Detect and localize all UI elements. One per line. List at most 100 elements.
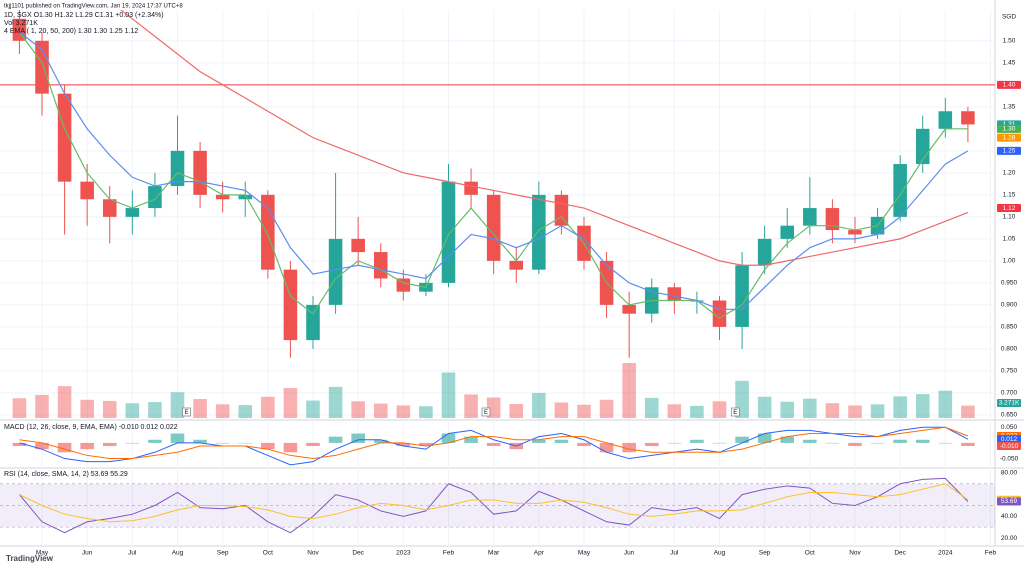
rsi-tick-label: 40.00 (1001, 513, 1018, 520)
macd-histogram-bar (261, 442, 275, 450)
macd-histogram-bar (486, 442, 501, 447)
candle-body (80, 181, 94, 200)
x-tick-label: Aug (172, 550, 184, 557)
macd-histogram-bar (554, 439, 569, 443)
macd-histogram-bar (193, 439, 207, 443)
volume-bar (599, 399, 614, 418)
volume-line: Vol 3.271K (4, 20, 38, 27)
candle-body (148, 186, 162, 209)
x-tick-label: Aug (714, 550, 726, 557)
y-tick-label: 0.750 (1001, 368, 1018, 375)
price-label-box (997, 204, 1021, 213)
candle-body (102, 199, 117, 217)
volume-bar (373, 403, 388, 418)
macd-histogram-bar (915, 439, 930, 443)
x-tick-label: 2023 (396, 550, 411, 557)
x-tick-label: Apr (534, 550, 545, 557)
x-tick-label: Dec (894, 550, 906, 557)
volume-bar (577, 404, 591, 418)
macd-histogram-bar (238, 442, 253, 444)
event-label: E (185, 410, 189, 416)
x-tick-label: Feb (985, 550, 997, 557)
series-line (19, 31, 969, 310)
rsi-tick-label: 20.00 (1001, 535, 1018, 542)
macd-histogram-bar (35, 442, 49, 450)
volume-bar (170, 392, 185, 418)
volume-bar (12, 398, 27, 418)
macd-histogram-bar (148, 439, 162, 443)
volume-bar (509, 403, 524, 418)
rsi-pane (0, 477, 995, 534)
candle-body (532, 194, 546, 270)
candle-body (215, 194, 230, 200)
price-label: 1.31 (1003, 121, 1016, 128)
volume-bar (644, 397, 659, 418)
x-tick-label: Jul (128, 550, 137, 557)
macd-histogram-bar (870, 442, 885, 444)
candle-body (396, 278, 411, 292)
x-tick-label: Nov (849, 550, 861, 557)
price-label-box (997, 146, 1021, 155)
macd-histogram-bar (735, 436, 749, 443)
level-label: 1.40 (1003, 82, 1016, 89)
candle-body (328, 238, 343, 305)
volume-bar (803, 398, 817, 418)
y-tick-label: 0.950 (1001, 280, 1018, 287)
volume-bar (712, 401, 727, 418)
candle-body (712, 300, 727, 327)
macd-histogram-bar (577, 442, 591, 447)
macd-histogram-bar (599, 442, 614, 453)
candle-body (961, 111, 975, 125)
volume-bar (193, 399, 207, 418)
x-tick-label: 2024 (938, 550, 953, 557)
candle-body (373, 252, 388, 279)
candle-body (622, 304, 636, 314)
event-label: E (484, 410, 488, 416)
rsi-title: RSI (14, close, SMA, 14, 2) 53.69 55.29 (4, 471, 128, 478)
candle-body (125, 208, 140, 217)
series-line (19, 483, 969, 523)
volume (12, 363, 975, 418)
y-tick-label: 0.700 (1001, 390, 1018, 397)
volume-bar (464, 394, 478, 418)
volume-bar (554, 402, 569, 418)
volume-bar (848, 405, 862, 418)
x-tick-label: Sep (759, 550, 771, 557)
macd-histogram-bar (102, 442, 117, 447)
candle-body (486, 194, 501, 261)
event-marker (730, 407, 740, 417)
volume-bar (215, 404, 230, 418)
price-label-box (997, 124, 1021, 133)
candle-body (938, 111, 953, 129)
price-label: 1.12 (1003, 205, 1016, 212)
macd-tick-label: -0.050 (1000, 455, 1019, 462)
macd-pane (12, 426, 975, 466)
rsi-band (0, 483, 995, 528)
candle-body (283, 269, 298, 341)
y-tick-label: 0.800 (1001, 346, 1018, 353)
candle-body (803, 208, 817, 226)
volume-bar (938, 390, 953, 418)
volume-bar (80, 399, 94, 418)
macd-histogram-bar (283, 442, 298, 453)
macd-histogram-bar (125, 442, 140, 444)
y-tick-label: 1.15 (1003, 192, 1016, 199)
macd-histogram-bar (306, 442, 320, 447)
macd-value-label: 0.012 (1001, 436, 1018, 443)
macd-value-label: -0.010 (1000, 443, 1019, 450)
candle-body (757, 238, 772, 266)
series-line (18, 31, 968, 319)
currency: SGD (1002, 14, 1016, 21)
volume-bar (351, 401, 365, 418)
volume-bar (238, 405, 253, 418)
series-line (19, 426, 969, 460)
candle-body (825, 208, 840, 231)
y-tick-label: 0.650 (1001, 412, 1018, 419)
macd-title: MACD (12, 26, close, 9, EMA, EMA) -0.010… (4, 424, 178, 431)
macd-histogram-bar (57, 442, 72, 453)
volume-bar (893, 396, 907, 418)
event-marker (481, 407, 491, 417)
macd-histogram-bar (690, 439, 704, 443)
rsi-tick-label: 80.00 (1001, 470, 1018, 477)
